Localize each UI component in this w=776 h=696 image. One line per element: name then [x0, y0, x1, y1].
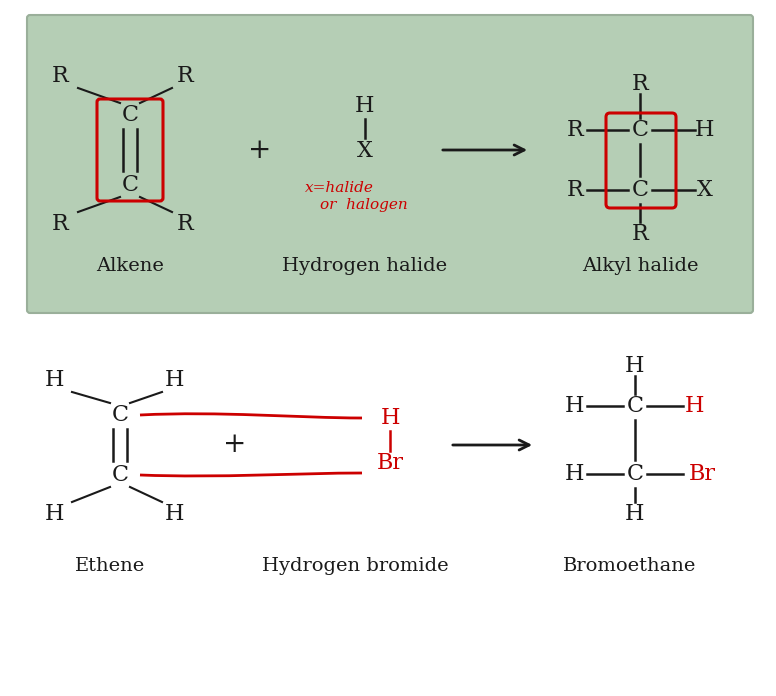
Text: R: R — [566, 179, 584, 201]
Text: R: R — [52, 65, 68, 87]
Text: H: H — [565, 395, 585, 417]
Text: H: H — [685, 395, 705, 417]
Text: X: X — [357, 140, 373, 162]
Text: +: + — [223, 432, 247, 459]
Text: R: R — [177, 213, 193, 235]
Text: H: H — [45, 503, 64, 525]
Text: Br: Br — [688, 463, 715, 485]
Text: H: H — [165, 503, 185, 525]
Text: x=halide: x=halide — [305, 181, 374, 195]
Text: R: R — [52, 213, 68, 235]
Text: Alkyl halide: Alkyl halide — [582, 257, 698, 275]
Text: H: H — [165, 369, 185, 391]
Text: Br: Br — [376, 452, 404, 474]
Text: X: X — [697, 179, 713, 201]
Text: Hydrogen bromide: Hydrogen bromide — [262, 557, 449, 575]
Text: Ethene: Ethene — [74, 557, 145, 575]
FancyBboxPatch shape — [27, 15, 753, 313]
Text: H: H — [380, 407, 400, 429]
Text: C: C — [112, 464, 129, 486]
Text: C: C — [626, 395, 643, 417]
Text: C: C — [632, 179, 649, 201]
Text: H: H — [695, 119, 715, 141]
Text: H: H — [625, 355, 645, 377]
Text: or  halogen: or halogen — [320, 198, 407, 212]
Text: R: R — [632, 223, 649, 245]
Text: H: H — [45, 369, 64, 391]
Text: C: C — [122, 104, 138, 126]
Text: R: R — [566, 119, 584, 141]
Text: Bromoethane: Bromoethane — [563, 557, 697, 575]
Text: C: C — [122, 174, 138, 196]
Text: C: C — [626, 463, 643, 485]
Text: H: H — [355, 95, 375, 117]
Text: +: + — [248, 136, 272, 164]
Text: R: R — [632, 73, 649, 95]
Text: H: H — [565, 463, 585, 485]
Text: C: C — [112, 404, 129, 426]
Text: Hydrogen halide: Hydrogen halide — [282, 257, 448, 275]
Text: R: R — [177, 65, 193, 87]
Text: Alkene: Alkene — [96, 257, 164, 275]
Text: C: C — [632, 119, 649, 141]
Text: H: H — [625, 503, 645, 525]
